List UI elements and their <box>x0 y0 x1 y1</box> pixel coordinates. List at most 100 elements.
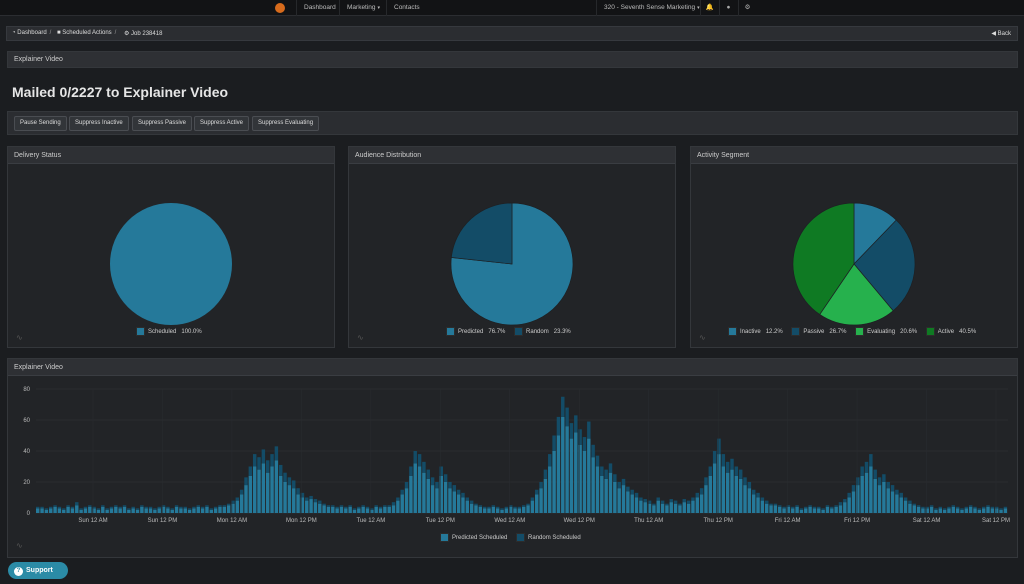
bar-random[interactable] <box>443 474 448 482</box>
bar-random[interactable] <box>153 508 157 510</box>
bar-predicted[interactable] <box>751 494 756 513</box>
bar-predicted[interactable] <box>730 469 734 513</box>
bar-random[interactable] <box>231 500 235 504</box>
bar-predicted[interactable] <box>912 505 916 513</box>
user-icon[interactable]: ● <box>719 0 737 16</box>
bar-predicted[interactable] <box>218 506 222 513</box>
bar-predicted[interactable] <box>999 509 1003 513</box>
bar-random[interactable] <box>903 497 908 501</box>
bar-random[interactable] <box>75 502 79 506</box>
bar-random[interactable] <box>613 474 617 482</box>
bar-random[interactable] <box>951 505 956 507</box>
bar-random[interactable] <box>352 508 357 510</box>
bar-random[interactable] <box>53 505 57 507</box>
bar-random[interactable] <box>222 505 227 507</box>
bar-random[interactable] <box>669 499 673 503</box>
bar-predicted[interactable] <box>187 509 192 513</box>
bar-predicted[interactable] <box>300 497 305 514</box>
bar-predicted[interactable] <box>843 502 847 513</box>
bar-random[interactable] <box>57 506 62 509</box>
bar-predicted[interactable] <box>235 500 240 513</box>
bar-random[interactable] <box>292 480 296 489</box>
bar-predicted[interactable] <box>370 509 374 513</box>
bar-predicted[interactable] <box>899 497 903 514</box>
bar-random[interactable] <box>526 503 530 506</box>
bar-random[interactable] <box>552 435 556 452</box>
bar-predicted[interactable] <box>921 508 925 513</box>
bar-predicted[interactable] <box>717 454 721 513</box>
bar-random[interactable] <box>200 506 205 509</box>
bar-predicted[interactable] <box>101 506 105 513</box>
bar-random[interactable] <box>738 469 743 479</box>
bar-random[interactable] <box>981 506 986 509</box>
bar-random[interactable] <box>543 469 548 479</box>
bar-random[interactable] <box>105 508 109 510</box>
bar-predicted[interactable] <box>114 506 118 513</box>
bar-predicted[interactable] <box>92 508 96 513</box>
bar-random[interactable] <box>283 472 287 482</box>
bar-random[interactable] <box>370 508 374 510</box>
bar-random[interactable] <box>938 506 943 509</box>
bar-predicted[interactable] <box>196 506 200 513</box>
bar-random[interactable] <box>70 506 75 509</box>
bar-predicted[interactable] <box>331 506 335 513</box>
bar-predicted[interactable] <box>856 485 860 513</box>
bar-random[interactable] <box>851 485 856 492</box>
bar-predicted[interactable] <box>400 494 404 513</box>
bar-predicted[interactable] <box>387 506 391 513</box>
bar-predicted[interactable] <box>439 475 443 513</box>
bar-random[interactable] <box>634 492 639 498</box>
bar-predicted[interactable] <box>916 506 921 513</box>
bar-random[interactable] <box>535 489 539 495</box>
bar-predicted[interactable] <box>66 506 70 513</box>
bar-random[interactable] <box>161 505 166 507</box>
bar-predicted[interactable] <box>565 426 569 513</box>
legend-predicted-scheduled[interactable]: Predicted Scheduled <box>440 533 507 542</box>
bar-random[interactable] <box>326 505 331 507</box>
bar-predicted[interactable] <box>140 506 144 513</box>
bar-predicted[interactable] <box>613 482 617 513</box>
bar-predicted[interactable] <box>88 506 92 513</box>
bar-random[interactable] <box>508 505 513 507</box>
bar-predicted[interactable] <box>296 494 300 513</box>
bar-random[interactable] <box>626 486 630 492</box>
bar-random[interactable] <box>413 451 417 464</box>
bar-predicted[interactable] <box>205 506 209 513</box>
bar-random[interactable] <box>252 454 257 467</box>
bar-predicted[interactable] <box>348 506 352 513</box>
nav-dashboard[interactable]: Dashboard <box>296 0 343 16</box>
bar-predicted[interactable] <box>977 509 982 513</box>
bar-random[interactable] <box>600 466 604 476</box>
bar-predicted[interactable] <box>695 497 700 514</box>
bar-random[interactable] <box>365 506 370 509</box>
bar-random[interactable] <box>890 485 895 492</box>
bar-random[interactable] <box>44 508 49 510</box>
bar-random[interactable] <box>947 506 951 509</box>
suppress-evaluating-button[interactable]: Suppress Evaluating <box>252 116 320 131</box>
bar-random[interactable] <box>639 497 643 501</box>
bar-predicted[interactable] <box>135 509 140 513</box>
bar-random[interactable] <box>257 457 261 470</box>
legend-random[interactable]: Random 23.3% <box>514 327 571 336</box>
bar-predicted[interactable] <box>986 506 990 513</box>
bar-predicted[interactable] <box>305 500 309 513</box>
bar-predicted[interactable] <box>452 491 457 513</box>
bar-predicted[interactable] <box>309 499 313 513</box>
bar-random[interactable] <box>322 503 326 506</box>
bar-random[interactable] <box>1003 506 1008 509</box>
bar-predicted[interactable] <box>200 508 205 513</box>
bar-random[interactable] <box>205 505 209 507</box>
bar-random[interactable] <box>183 506 187 509</box>
bar-random[interactable] <box>686 500 691 504</box>
bar-predicted[interactable] <box>929 506 934 513</box>
bar-random[interactable] <box>539 482 543 489</box>
bar-predicted[interactable] <box>804 508 808 513</box>
bar-random[interactable] <box>131 506 135 509</box>
bar-random[interactable] <box>986 505 990 507</box>
bar-predicted[interactable] <box>712 463 717 513</box>
bar-random[interactable] <box>114 505 118 507</box>
bar-random[interactable] <box>417 454 422 467</box>
bar-random[interactable] <box>556 416 561 436</box>
bar-random[interactable] <box>166 506 170 509</box>
bar-predicted[interactable] <box>890 491 895 513</box>
